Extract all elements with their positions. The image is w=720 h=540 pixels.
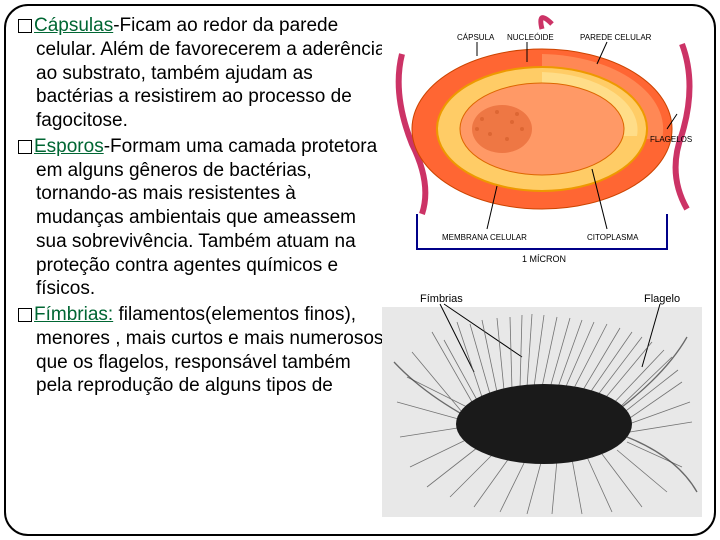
label-capsula: CÁPSULA	[457, 33, 495, 42]
term-fimbrias: Fímbrias:	[34, 304, 113, 325]
label-flagelos: FLAGELOS	[650, 135, 692, 144]
label-membrana: MEMBRANA CELULAR	[442, 233, 527, 242]
label-nucleoide: NUCLEÓIDE	[507, 33, 554, 42]
label-fimbrias-mg: Fímbrias	[420, 293, 463, 305]
term-esporos: Esporos	[34, 136, 104, 157]
term-capsulas: Cápsulas	[34, 15, 113, 36]
label-citoplasma: CITOPLASMA	[587, 233, 639, 242]
paragraph-esporos: Esporos-Formam uma camada protetora em a…	[18, 135, 388, 301]
bacteria-micrograph: Fímbrias Flagelo	[382, 292, 702, 517]
paragraph-capsulas: Cápsulas-Ficam ao redor da parede celula…	[18, 14, 388, 133]
label-parede: PAREDE CELULAR	[580, 33, 652, 42]
bullet-icon	[18, 19, 32, 33]
slide-frame: Cápsulas-Ficam ao redor da parede celula…	[4, 4, 716, 536]
text-column: Cápsulas-Ficam ao redor da parede celula…	[18, 14, 388, 526]
bullet-icon	[18, 308, 32, 322]
bullet-icon	[18, 140, 32, 154]
label-scale: 1 MÍCRON	[522, 254, 566, 264]
bacterium-body	[456, 384, 632, 464]
content-row: Cápsulas-Ficam ao redor da parede celula…	[18, 14, 702, 526]
image-column: CÁPSULA NUCLEÓIDE PAREDE CELULAR FLAGELO…	[388, 14, 702, 526]
bacteria-diagram: CÁPSULA NUCLEÓIDE PAREDE CELULAR FLAGELO…	[382, 14, 702, 274]
label-flagelo-mg: Flagelo	[644, 293, 680, 305]
text-esporos: -Formam uma camada protetora em alguns g…	[36, 136, 377, 300]
paragraph-fimbrias: Fímbrias: filamentos(elementos finos), m…	[18, 303, 388, 398]
